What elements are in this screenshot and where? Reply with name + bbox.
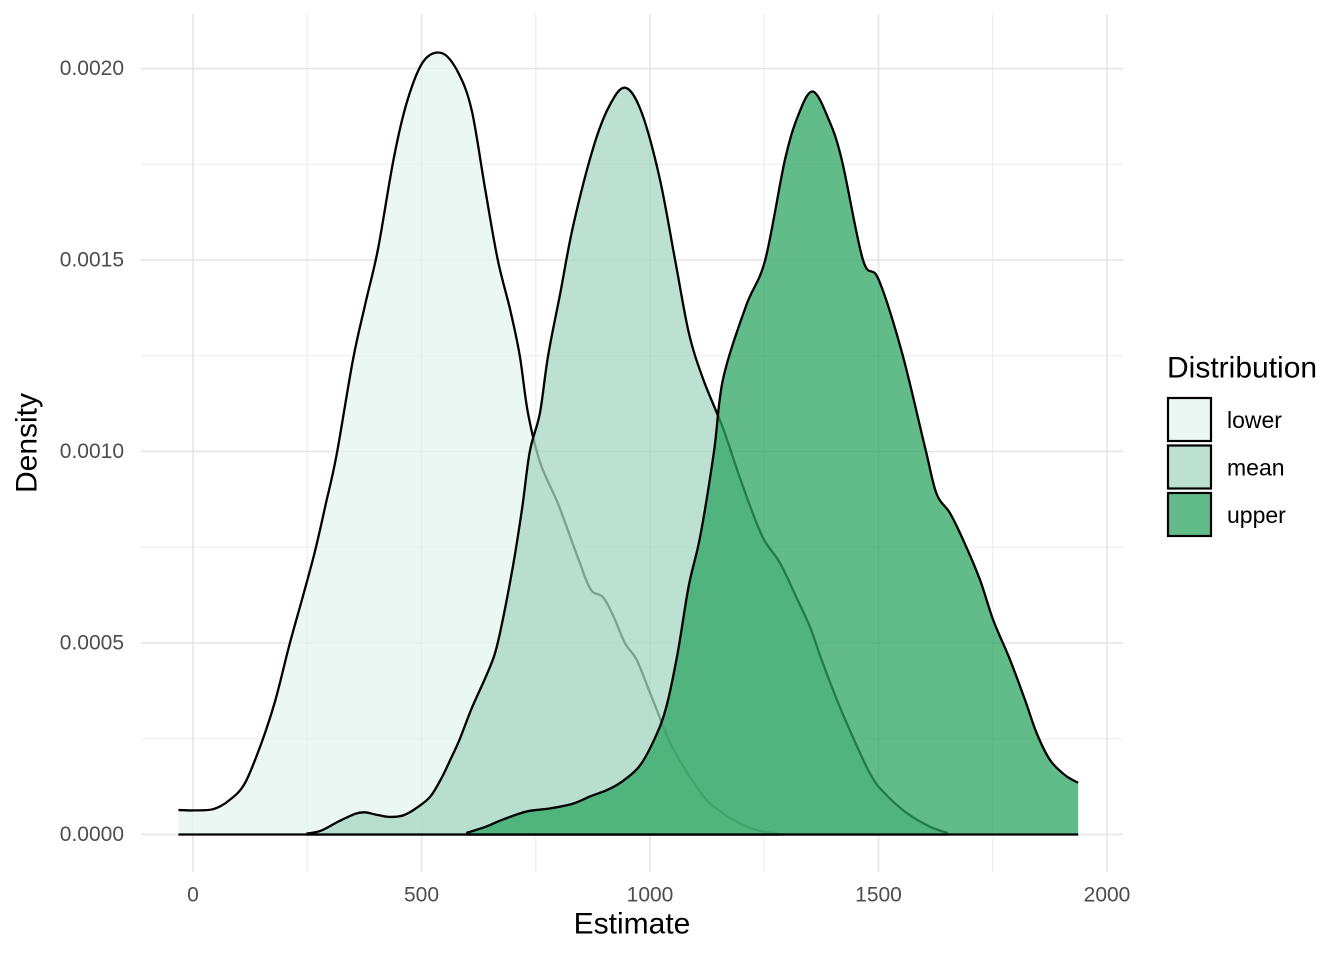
y-tick-label-0.0015: 0.0015 <box>60 249 124 272</box>
legend-key-upper-swatch <box>1166 491 1213 538</box>
legend-label-upper: upper <box>1227 502 1286 528</box>
legend-label-lower: lower <box>1227 407 1282 433</box>
legend-item-mean: mean <box>1166 444 1285 490</box>
x-tick-label-0: 0 <box>187 884 199 907</box>
legend-title: Distribution <box>1167 352 1317 385</box>
legend-label-mean: mean <box>1227 455 1285 481</box>
y-axis-tick-labels: 0.0000 0.0005 0.0010 0.0015 0.0020 <box>60 57 124 846</box>
x-tick-label-1000: 1000 <box>627 884 674 907</box>
y-tick-label-0.0010: 0.0010 <box>60 440 124 463</box>
legend-key-mean-swatch <box>1166 444 1213 490</box>
y-tick-label-0.0020: 0.0020 <box>60 57 124 80</box>
x-tick-label-2000: 2000 <box>1084 884 1131 907</box>
legend-item-upper: upper <box>1166 491 1286 538</box>
x-tick-label-1500: 1500 <box>855 884 902 907</box>
y-tick-label-0.0005: 0.0005 <box>60 632 124 655</box>
legend-key-lower-swatch <box>1166 396 1213 443</box>
legend-item-lower: lower <box>1166 396 1282 443</box>
density-curves <box>178 51 1079 836</box>
legend: Distribution lower mean upper <box>1166 352 1317 538</box>
y-tick-label-0.0000: 0.0000 <box>60 823 124 846</box>
x-tick-label-500: 500 <box>404 884 439 907</box>
x-axis-title: Estimate <box>574 908 691 941</box>
x-axis-tick-labels: 0 500 1000 1500 2000 <box>187 884 1130 907</box>
density-fill-upper <box>466 91 1079 835</box>
density-outline-upper <box>465 90 1079 835</box>
y-axis-title: Density <box>11 393 44 493</box>
density-fill-lower <box>178 52 779 835</box>
